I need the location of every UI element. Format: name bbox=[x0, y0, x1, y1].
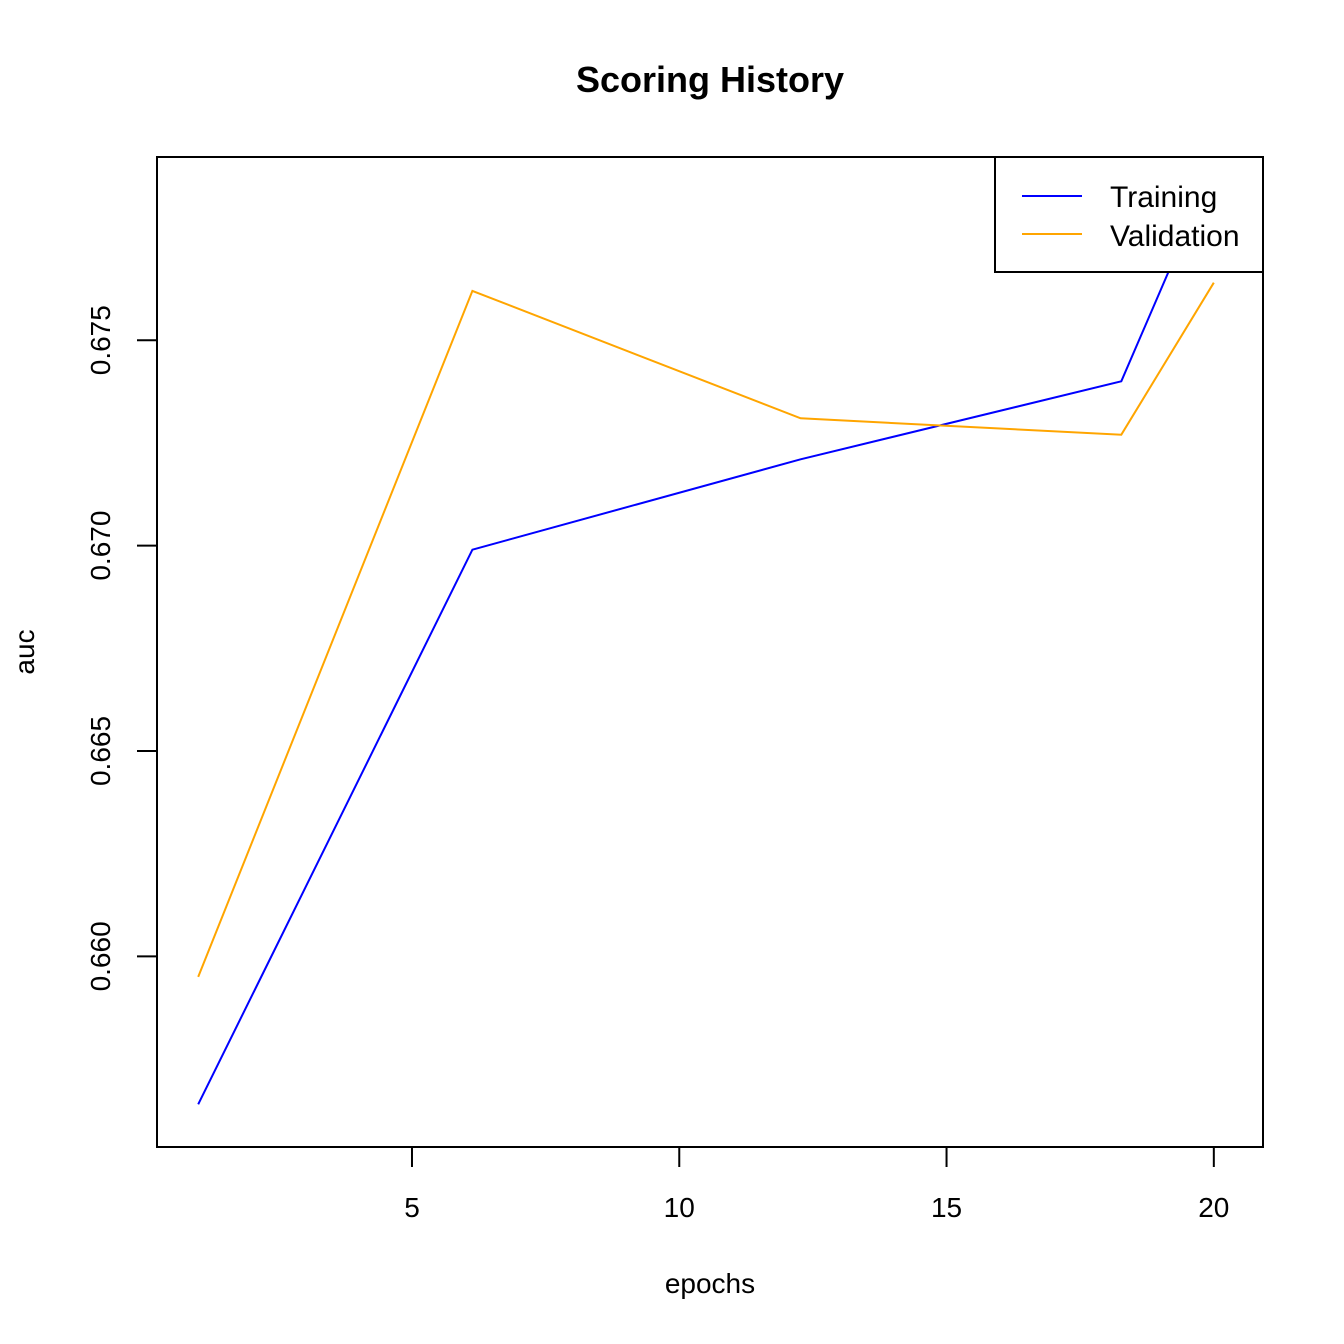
plot-frame bbox=[156, 156, 1264, 1148]
y-tick-label: 0.670 bbox=[85, 511, 116, 581]
legend-box bbox=[994, 156, 1264, 273]
y-axis-label: auc bbox=[9, 629, 40, 674]
y-tick-label: 0.675 bbox=[85, 305, 116, 375]
legend: Training Validation bbox=[994, 156, 1264, 273]
x-tick-label: 5 bbox=[404, 1192, 420, 1223]
x-tick-label: 10 bbox=[664, 1192, 695, 1223]
series-line-training bbox=[197, 240, 1215, 1105]
series-line-validation bbox=[197, 282, 1215, 978]
y-axis: 0.660 0.665 0.670 0.675 bbox=[85, 305, 157, 991]
series-layer bbox=[197, 240, 1215, 1105]
chart-title: Scoring History bbox=[576, 59, 844, 100]
x-axis: 5 10 15 20 bbox=[404, 1147, 1229, 1223]
legend-label-validation: Validation bbox=[1110, 220, 1240, 253]
legend-label-training: Training bbox=[1110, 181, 1217, 214]
x-tick-label: 15 bbox=[931, 1192, 962, 1223]
y-tick-label: 0.660 bbox=[85, 921, 116, 991]
y-tick-label: 0.665 bbox=[85, 716, 116, 786]
x-tick-label: 20 bbox=[1198, 1192, 1229, 1223]
x-axis-label: epochs bbox=[665, 1268, 755, 1299]
